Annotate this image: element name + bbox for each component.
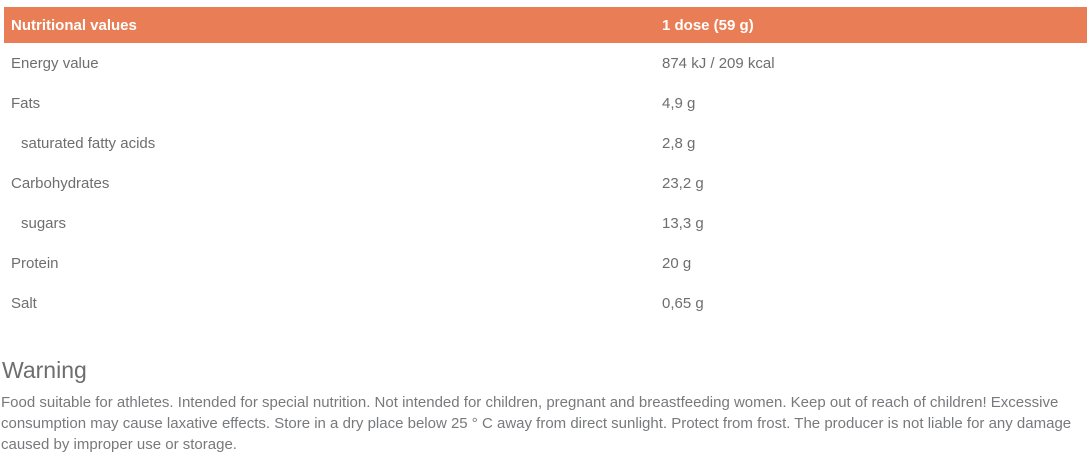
nutrient-label: sugars bbox=[4, 203, 655, 243]
nutrient-value: 874 kJ / 209 kcal bbox=[655, 43, 1087, 83]
nutrient-value: 2,8 g bbox=[655, 123, 1087, 163]
nutrition-header-label: Nutritional values bbox=[4, 7, 655, 43]
warning-text: Food suitable for athletes. Intended for… bbox=[1, 394, 1072, 454]
warning-heading: Warning bbox=[2, 357, 87, 383]
nutrition-header-dose: 1 dose (59 g) bbox=[655, 7, 1087, 43]
table-row: Carbohydrates 23,2 g bbox=[4, 163, 1087, 203]
nutrient-value: 4,9 g bbox=[655, 83, 1087, 123]
table-row: saturated fatty acids 2,8 g bbox=[4, 123, 1087, 163]
table-row: Fats 4,9 g bbox=[4, 83, 1087, 123]
nutrition-table: Nutritional values 1 dose (59 g) Energy … bbox=[4, 7, 1087, 323]
nutrient-label: Salt bbox=[4, 283, 655, 323]
nutrient-label: saturated fatty acids bbox=[4, 123, 655, 163]
nutrient-label: Energy value bbox=[4, 43, 655, 83]
table-row: sugars 13,3 g bbox=[4, 203, 1087, 243]
nutrient-label: Protein bbox=[4, 243, 655, 283]
nutrient-label: Carbohydrates bbox=[4, 163, 655, 203]
nutrient-value: 20 g bbox=[655, 243, 1087, 283]
nutrition-table-header-row: Nutritional values 1 dose (59 g) bbox=[4, 7, 1087, 43]
nutrient-value: 0,65 g bbox=[655, 283, 1087, 323]
nutrient-label: Fats bbox=[4, 83, 655, 123]
table-row: Energy value 874 kJ / 209 kcal bbox=[4, 43, 1087, 83]
nutrient-value: 13,3 g bbox=[655, 203, 1087, 243]
nutrient-value: 23,2 g bbox=[655, 163, 1087, 203]
table-row: Protein 20 g bbox=[4, 243, 1087, 283]
table-row: Salt 0,65 g bbox=[4, 283, 1087, 323]
nutrition-table-body: Energy value 874 kJ / 209 kcal Fats 4,9 g sa… bbox=[4, 43, 1087, 323]
